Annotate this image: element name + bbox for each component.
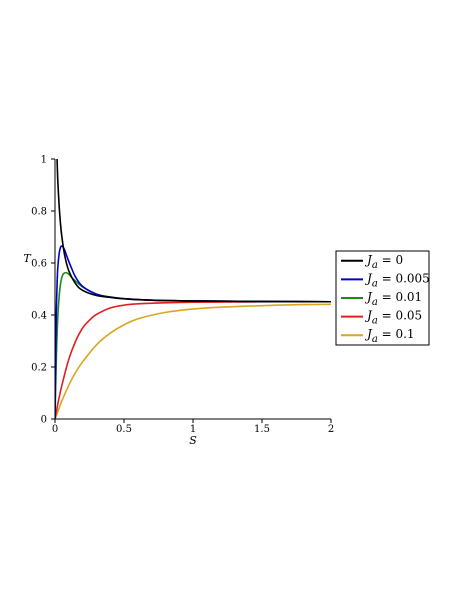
legend-entry: Ja = 0.01 <box>341 290 422 308</box>
series-line-1 <box>56 158 331 303</box>
x-axis-label: S <box>189 434 197 447</box>
legend-label: Ja = 0.01 <box>364 290 422 308</box>
legend-entry: Ja = 0.1 <box>341 327 415 345</box>
x-tick-label: 0.5 <box>116 424 132 435</box>
x-tick-label: 2 <box>328 424 334 435</box>
y-tick-label: 0.6 <box>31 259 47 270</box>
y-tick-label: 0.8 <box>31 207 47 218</box>
y-tick-label: 1 <box>41 155 47 166</box>
legend-label: Ja = 0.1 <box>364 327 415 345</box>
legend-label: Ja = 0 <box>364 253 403 271</box>
y-tick-label: 0.4 <box>31 311 47 322</box>
plot-area <box>55 158 331 419</box>
y-axis-label: T <box>23 252 32 265</box>
x-tick-label: 0 <box>52 424 58 435</box>
series-line-2 <box>55 245 331 419</box>
legend-entry: Ja = 0.005 <box>341 271 430 289</box>
series-line-4 <box>55 300 331 419</box>
legend-entry: Ja = 0 <box>341 253 403 271</box>
legend-label: Ja = 0.005 <box>364 271 430 289</box>
x-tick-label: 1 <box>190 424 196 435</box>
series-line-5 <box>55 303 331 419</box>
legend-entry: Ja = 0.05 <box>341 309 422 327</box>
x-tick-label: 1.5 <box>254 424 270 435</box>
y-tick-label: 0 <box>41 415 47 426</box>
legend-label: Ja = 0.05 <box>364 309 422 327</box>
y-tick-label: 0.2 <box>31 363 47 374</box>
